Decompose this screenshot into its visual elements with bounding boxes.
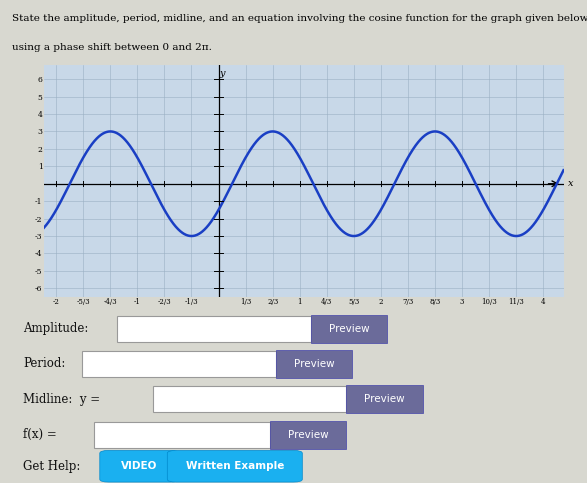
Text: y: y <box>220 69 225 78</box>
Text: Preview: Preview <box>288 430 329 440</box>
Text: VIDEO: VIDEO <box>122 461 157 471</box>
Text: State the amplitude, period, midline, and an equation involving the cosine funct: State the amplitude, period, midline, an… <box>12 14 587 24</box>
Bar <box>153 386 346 412</box>
Text: f(x) =: f(x) = <box>23 428 57 441</box>
Text: x: x <box>568 179 573 188</box>
FancyBboxPatch shape <box>276 350 352 378</box>
FancyBboxPatch shape <box>100 451 179 482</box>
FancyBboxPatch shape <box>346 385 423 413</box>
Text: Midline:  y =: Midline: y = <box>23 393 100 406</box>
FancyBboxPatch shape <box>270 421 346 449</box>
Text: Amplitude:: Amplitude: <box>23 322 89 335</box>
Text: using a phase shift between 0 and 2π.: using a phase shift between 0 and 2π. <box>12 43 212 53</box>
Text: Preview: Preview <box>294 359 335 369</box>
FancyBboxPatch shape <box>167 451 302 482</box>
Text: Period:: Period: <box>23 357 66 370</box>
Bar <box>117 316 311 341</box>
Text: Preview: Preview <box>329 324 370 334</box>
Bar <box>94 422 270 448</box>
Bar <box>82 351 276 377</box>
Text: Get Help:: Get Help: <box>23 460 81 473</box>
Text: Written Example: Written Example <box>185 461 284 471</box>
FancyBboxPatch shape <box>311 315 387 342</box>
Text: Preview: Preview <box>364 394 405 404</box>
